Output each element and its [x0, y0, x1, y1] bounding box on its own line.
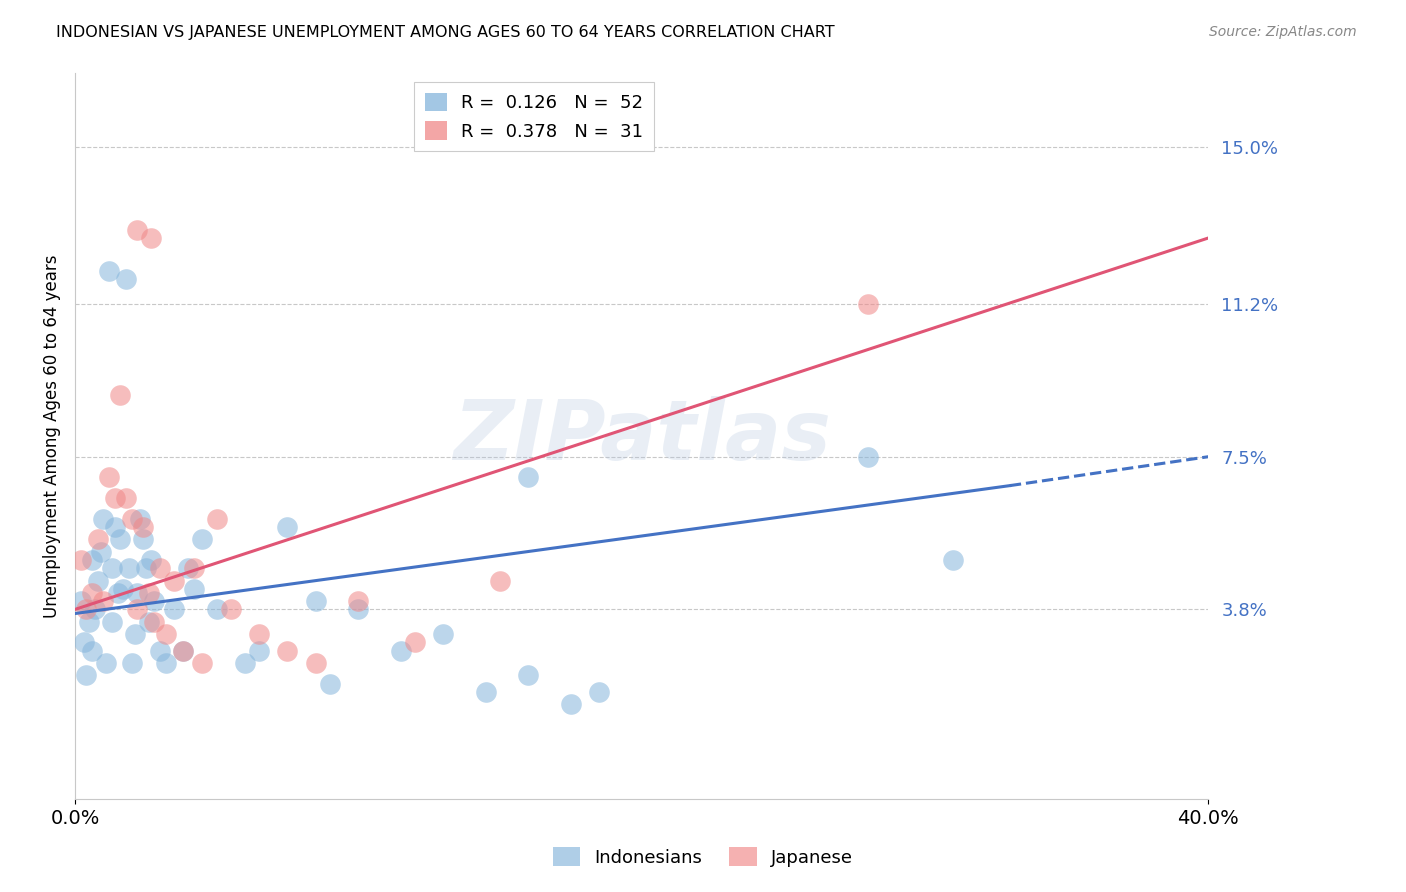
Point: [77, 615, 100, 629]
Y-axis label: Unemployment Among Ages 60 to 64 years: Unemployment Among Ages 60 to 64 years: [44, 254, 60, 618]
Point: [172, 643, 194, 657]
Point: [127, 223, 149, 237]
Point: [319, 676, 342, 690]
Legend: Indonesians, Japanese: Indonesians, Japanese: [546, 840, 860, 874]
Point: [141, 553, 163, 567]
Point: [69, 594, 91, 608]
Point: [305, 656, 328, 670]
Point: [205, 602, 228, 616]
Point: [86, 574, 108, 588]
Point: [69, 553, 91, 567]
Point: [588, 685, 610, 699]
Text: INDONESIAN VS JAPANESE UNEMPLOYMENT AMONG AGES 60 TO 64 YEARS CORRELATION CHART: INDONESIAN VS JAPANESE UNEMPLOYMENT AMON…: [56, 25, 835, 40]
Point: [104, 491, 127, 505]
Point: [143, 615, 166, 629]
Point: [517, 470, 540, 484]
Point: [96, 656, 118, 670]
Point: [135, 561, 157, 575]
Point: [112, 582, 135, 596]
Point: [163, 602, 186, 616]
Point: [91, 511, 114, 525]
Point: [138, 586, 160, 600]
Point: [107, 586, 129, 600]
Point: [104, 520, 127, 534]
Point: [347, 602, 370, 616]
Point: [155, 627, 177, 641]
Point: [121, 511, 143, 525]
Point: [247, 627, 270, 641]
Point: [127, 602, 149, 616]
Point: [72, 635, 94, 649]
Point: [942, 553, 965, 567]
Point: [149, 643, 172, 657]
Point: [163, 574, 186, 588]
Point: [560, 698, 582, 712]
Point: [75, 668, 97, 682]
Point: [276, 520, 298, 534]
Point: [101, 615, 124, 629]
Text: ZIPatlas: ZIPatlas: [453, 395, 831, 476]
Point: [80, 586, 103, 600]
Point: [219, 602, 242, 616]
Point: [118, 561, 141, 575]
Text: Source: ZipAtlas.com: Source: ZipAtlas.com: [1209, 25, 1357, 39]
Point: [305, 594, 328, 608]
Point: [233, 656, 256, 670]
Point: [347, 594, 370, 608]
Point: [80, 553, 103, 567]
Point: [138, 615, 160, 629]
Point: [149, 561, 172, 575]
Point: [121, 656, 143, 670]
Point: [858, 297, 880, 311]
Point: [115, 491, 138, 505]
Point: [183, 561, 205, 575]
Point: [389, 643, 412, 657]
Point: [98, 264, 121, 278]
Point: [80, 643, 103, 657]
Point: [183, 582, 205, 596]
Point: [177, 561, 200, 575]
Point: [83, 602, 105, 616]
Point: [110, 388, 132, 402]
Point: [110, 533, 132, 547]
Point: [89, 544, 111, 558]
Point: [98, 470, 121, 484]
Legend: R =  0.126   N =  52, R =  0.378   N =  31: R = 0.126 N = 52, R = 0.378 N = 31: [413, 82, 654, 152]
Point: [101, 561, 124, 575]
Point: [129, 511, 152, 525]
Point: [86, 533, 108, 547]
Point: [432, 627, 454, 641]
Point: [247, 643, 270, 657]
Point: [191, 533, 214, 547]
Point: [143, 594, 166, 608]
Point: [404, 635, 426, 649]
Point: [205, 511, 228, 525]
Point: [115, 272, 138, 286]
Point: [124, 627, 146, 641]
Point: [858, 450, 880, 464]
Point: [172, 643, 194, 657]
Point: [141, 231, 163, 245]
Point: [191, 656, 214, 670]
Point: [132, 533, 155, 547]
Point: [276, 643, 298, 657]
Point: [127, 586, 149, 600]
Point: [155, 656, 177, 670]
Point: [489, 574, 512, 588]
Point: [475, 685, 498, 699]
Point: [91, 594, 114, 608]
Point: [132, 520, 155, 534]
Point: [517, 668, 540, 682]
Point: [75, 602, 97, 616]
